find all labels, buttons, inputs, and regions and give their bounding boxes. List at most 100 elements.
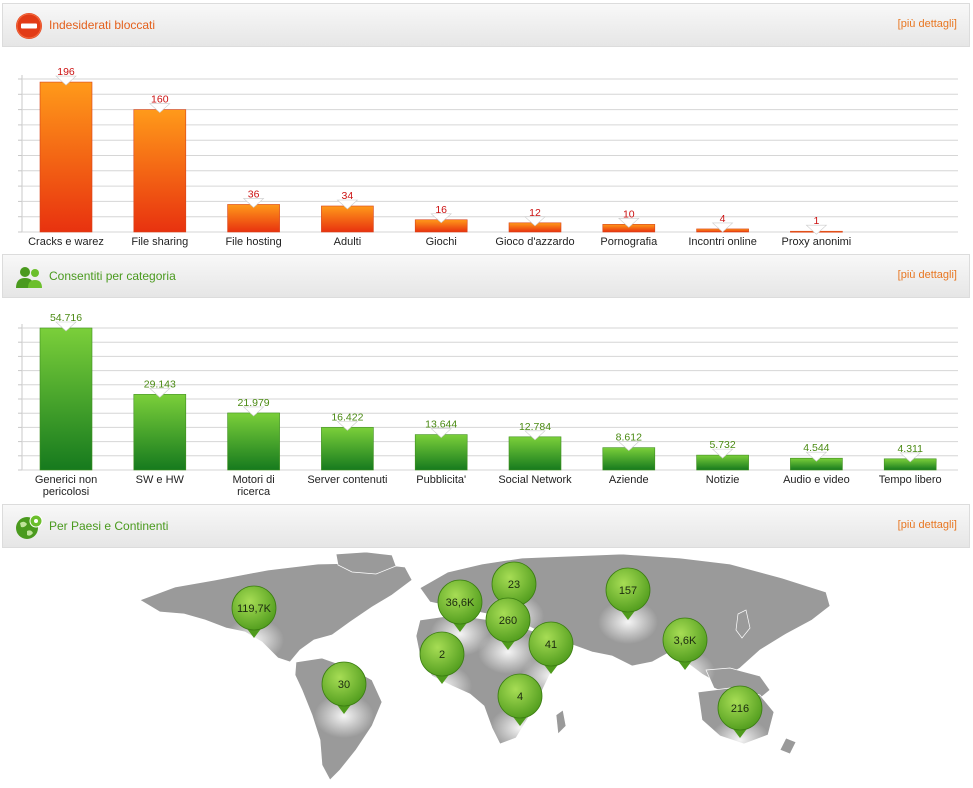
bar (414, 434, 468, 471)
bar-group: 13.644 Pubblicita' (414, 419, 468, 486)
countries-title: Per Paesi e Continenti (49, 519, 169, 533)
category-label: Social Network (498, 474, 572, 486)
value-marker (711, 448, 734, 459)
category-label: pericolosi (43, 486, 89, 498)
bar-group: 12.784 Social Network (498, 421, 572, 486)
bar (227, 204, 280, 233)
category-label: Incontri online (688, 236, 757, 248)
allowed-title: Consentiti per categoria (49, 269, 176, 283)
map-pin[interactable]: 119,7K (224, 585, 284, 662)
bar (227, 412, 280, 471)
map-pin[interactable]: 3,6K (655, 617, 715, 694)
data-label: 29.143 (144, 378, 176, 390)
bar-group: 196 Cracks e warez (28, 66, 104, 248)
map-pins: 119,7K 30 36,6K 23 260 2 41 4 157 3,6K 216 (224, 561, 770, 762)
category-label: Aziende (609, 474, 649, 486)
no-entry-icon (16, 13, 42, 39)
bar-group: 4.544 Audio e video (783, 442, 850, 486)
category-label: Cracks e warez (28, 236, 104, 248)
data-label: 160 (151, 94, 169, 106)
pin-glow (490, 706, 550, 750)
map-pin[interactable]: 216 (710, 685, 770, 762)
pin-label: 30 (338, 679, 350, 691)
data-label: 4.311 (897, 443, 923, 455)
map-pin[interactable]: 4 (490, 673, 550, 750)
pin-label: 119,7K (237, 603, 272, 615)
bar-group: 36 File hosting (225, 188, 281, 248)
value-marker (899, 452, 921, 463)
bar (321, 427, 374, 471)
allowed-details-link[interactable]: [più dettagli] (897, 269, 957, 281)
bar-group: 16.422 Server contenuti (307, 411, 387, 486)
pin-bubble (419, 631, 465, 677)
bar-group: 4 Incontri online (688, 213, 757, 248)
map-pin[interactable]: 260 (478, 597, 538, 674)
pin-label: 216 (731, 703, 749, 715)
bar-group: 29.143 SW e HW (133, 378, 187, 486)
category-label: SW e HW (136, 474, 185, 486)
data-label: 12 (529, 207, 541, 219)
pin-label: 4 (517, 691, 523, 703)
value-marker (618, 441, 640, 452)
pin-label: 3,6K (674, 635, 697, 647)
data-label: 5.732 (709, 439, 735, 451)
data-label: 34 (342, 190, 354, 202)
data-label: 12.784 (519, 421, 551, 433)
pin-bubble (662, 617, 708, 663)
users-icon (16, 267, 42, 288)
map-pin[interactable]: 157 (598, 567, 658, 644)
bar-group: 16 Giochi (414, 204, 468, 248)
value-marker (336, 199, 359, 210)
value-marker (55, 321, 77, 332)
bar (133, 109, 187, 233)
value-marker (149, 103, 171, 114)
pin-bubble (231, 585, 277, 631)
bar (508, 436, 562, 471)
data-label: 21.979 (238, 397, 270, 409)
value-marker (336, 421, 359, 431)
map-pin[interactable]: 30 (314, 661, 374, 738)
pin-bubble (528, 621, 574, 667)
pin-label: 2 (439, 649, 445, 661)
category-label: Generici non (35, 474, 97, 486)
value-marker (149, 388, 171, 398)
value-marker (524, 216, 546, 227)
category-label: File hosting (225, 236, 281, 248)
bar-group: 10 Pornografia (600, 208, 658, 248)
map-pin[interactable]: 2 (412, 631, 472, 708)
blocked-details-link[interactable]: [più dettagli] (897, 18, 957, 30)
pin-glow (224, 618, 284, 662)
value-marker (430, 428, 452, 438)
value-marker (242, 406, 265, 417)
category-label: File sharing (131, 236, 188, 248)
value-marker (524, 430, 546, 441)
bar (39, 327, 93, 471)
bar-group: 1 Proxy anonimi (782, 215, 852, 248)
value-marker (805, 224, 828, 235)
category-label: Motori di (233, 474, 275, 486)
data-label: 16.422 (331, 411, 363, 423)
value-marker (711, 222, 734, 233)
countries-details-link[interactable]: [più dettagli] (897, 519, 957, 531)
world-map: 119,7K 30 36,6K 23 260 2 41 4 157 3,6K 216 (0, 550, 973, 783)
category-label: Giochi (426, 236, 457, 248)
pin-bubble (605, 567, 651, 613)
category-label: Pubblicita' (416, 474, 466, 486)
data-label: 16 (435, 204, 447, 216)
category-label: Gioco d'azzardo (495, 236, 574, 248)
pin-glow (710, 718, 770, 762)
data-label: 10 (623, 208, 635, 220)
bar (133, 394, 187, 471)
bar-group: 34 Adulti (321, 190, 374, 248)
data-label: 36 (248, 188, 260, 200)
bar (39, 81, 93, 233)
data-label: 8.612 (616, 432, 642, 444)
pin-glow (412, 664, 472, 708)
bar-group: 8.612 Aziende (602, 432, 656, 486)
bar (321, 205, 374, 233)
data-label: 4.544 (803, 442, 829, 454)
bar-group: 5.732 Notizie (696, 439, 749, 486)
value-marker (805, 451, 828, 462)
